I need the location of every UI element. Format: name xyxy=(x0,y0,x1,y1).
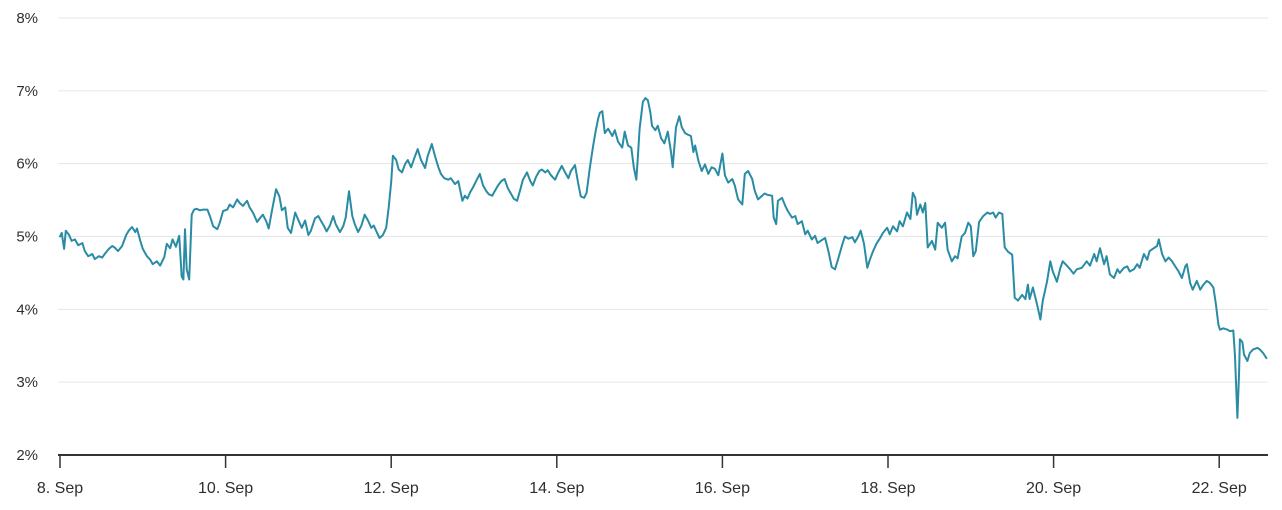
x-tick-label-16-sep: 16. Sep xyxy=(695,480,750,497)
x-tick-label-8-sep: 8. Sep xyxy=(37,480,83,497)
x-tick-label-10-sep: 10. Sep xyxy=(198,480,253,497)
x-tick-label-14-sep: 14. Sep xyxy=(529,480,584,497)
x-tick-label-20-sep: 20. Sep xyxy=(1026,480,1081,497)
y-tick-label-6%: 6% xyxy=(16,156,38,173)
x-tick-label-18-sep: 18. Sep xyxy=(860,480,915,497)
series-line-percentage-rate[interactable] xyxy=(59,97,1268,419)
y-tick-label-8%: 8% xyxy=(16,10,38,27)
y-tick-label-5%: 5% xyxy=(16,229,38,246)
y-tick-label-4%: 4% xyxy=(16,301,38,318)
x-tick-label-12-sep: 12. Sep xyxy=(364,480,419,497)
y-tick-label-3%: 3% xyxy=(16,374,38,391)
x-tick-label-22-sep: 22. Sep xyxy=(1192,480,1247,497)
y-tick-label-7%: 7% xyxy=(16,83,38,100)
y-tick-label-2%: 2% xyxy=(16,447,38,464)
